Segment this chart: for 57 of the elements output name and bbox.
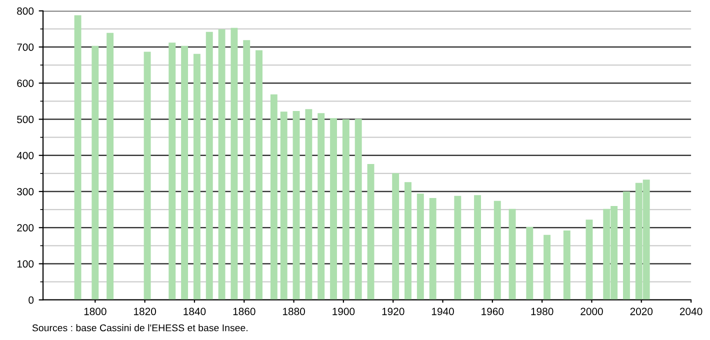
bar <box>508 208 516 300</box>
bar <box>416 194 424 300</box>
x-tick-label: 2000 <box>580 308 603 316</box>
bar <box>404 182 412 300</box>
x-tick-label: 1920 <box>382 308 404 316</box>
bar <box>494 200 501 300</box>
bar <box>243 40 250 300</box>
bar <box>256 50 263 300</box>
x-tick-label: 2040 <box>680 308 702 316</box>
x-tick-label: 2020 <box>630 308 653 316</box>
bar <box>330 118 337 300</box>
x-tick-label: 1840 <box>184 308 206 316</box>
bar <box>106 32 114 300</box>
y-tick-label: 0 <box>28 296 34 304</box>
bar <box>429 198 436 300</box>
bar <box>193 54 200 300</box>
x-tick-label: 1820 <box>134 308 156 316</box>
x-tick-label: 1960 <box>482 308 504 316</box>
bar <box>526 226 534 300</box>
bar <box>354 118 362 300</box>
x-tick-label: 1900 <box>332 308 355 316</box>
bar <box>454 196 462 300</box>
bar <box>230 28 238 300</box>
bar <box>144 52 151 300</box>
bar <box>563 230 570 300</box>
bar <box>392 173 400 300</box>
bar <box>342 119 350 300</box>
bar <box>168 42 176 300</box>
bar <box>181 46 188 300</box>
bar <box>586 220 593 300</box>
x-tick-label: 1980 <box>531 308 554 316</box>
y-tick-label: 600 <box>17 80 34 88</box>
bar <box>280 112 288 300</box>
y-tick-label: 500 <box>17 116 34 124</box>
bar <box>305 109 312 300</box>
bar <box>544 234 551 300</box>
x-tick-label: 1800 <box>84 308 106 316</box>
bar <box>218 29 226 300</box>
x-tick-label: 1860 <box>233 308 256 316</box>
y-tick-label: 400 <box>16 152 34 160</box>
bar <box>623 192 630 300</box>
x-tick-label: 1880 <box>283 308 305 316</box>
y-tick-label: 800 <box>17 7 34 15</box>
bar <box>367 164 374 300</box>
bar <box>318 113 325 300</box>
source-note: Sources : base Cassini de l'EHESS et base Insee. <box>32 324 248 332</box>
x-tick-label: 1940 <box>432 308 454 316</box>
bar <box>270 94 278 300</box>
y-tick-label: 700 <box>17 44 34 51</box>
bar <box>74 15 82 300</box>
y-tick-label: 100 <box>17 260 34 268</box>
bar <box>292 110 300 300</box>
y-tick-label: 200 <box>17 224 34 232</box>
y-tick-label: 300 <box>17 188 34 196</box>
bar <box>206 32 213 300</box>
bar <box>92 46 99 300</box>
bar <box>474 195 481 300</box>
